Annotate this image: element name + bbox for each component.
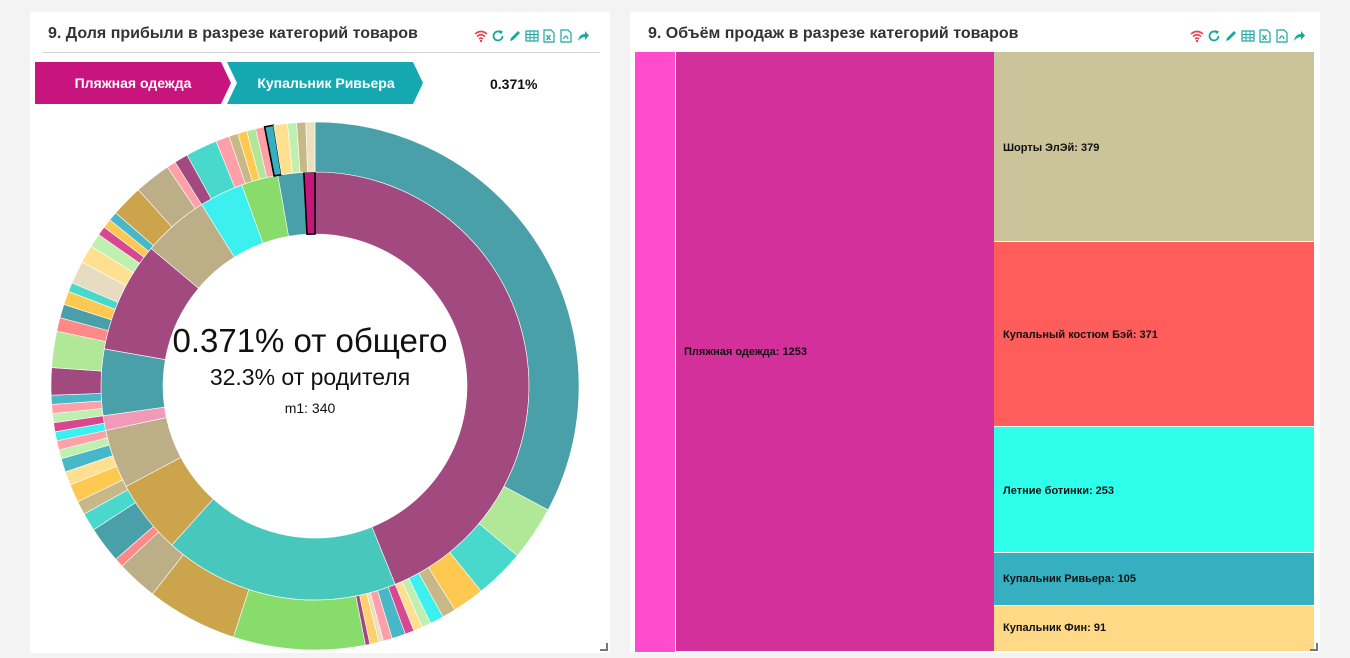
sunburst-outer-segment[interactable] <box>50 367 102 396</box>
treemap-label: Шорты ЭлЭй: 379 <box>1003 142 1100 154</box>
profit-share-panel: 9. Доля прибыли в разрезе категорий това… <box>30 12 610 653</box>
sunburst-chart[interactable] <box>30 12 610 653</box>
treemap-label: Купальник Ривьера: 105 <box>1003 573 1136 585</box>
share-icon[interactable] <box>576 29 590 43</box>
sales-volume-panel: 9. Объём продаж в разрезе категорий това… <box>630 12 1320 653</box>
breadcrumb-label-beachwear[interactable]: Пляжная одежда <box>74 75 192 91</box>
breadcrumb-label-riviera[interactable]: Купальник Ривьера <box>257 75 395 91</box>
wifi-icon[interactable] <box>474 29 488 43</box>
center-percent-parent: 32.3% от родителя <box>209 364 411 390</box>
panel-toolbar <box>1190 29 1306 43</box>
panel-title: 9. Объём продаж в разрезе категорий това… <box>648 25 1019 42</box>
sunburst-inner-segment[interactable] <box>100 348 166 417</box>
treemap-cell-fin[interactable]: Купальник Фин: 91 <box>994 606 1314 651</box>
sunburst-outer-segment[interactable] <box>305 121 316 173</box>
breadcrumb-item-riviera[interactable] <box>227 62 423 104</box>
edit-icon[interactable] <box>1224 29 1238 43</box>
treemap-label: Летние ботинки: 253 <box>1003 485 1115 497</box>
pdf-icon[interactable] <box>1275 29 1289 43</box>
excel-icon[interactable] <box>1258 29 1272 43</box>
treemap-cell-shorts[interactable]: Шорты ЭлЭй: 379 <box>994 52 1314 242</box>
panel-header: 9. Объём продаж в разрезе категорий това… <box>642 12 1310 53</box>
treemap-cell-riviera[interactable]: Купальник Ривьера: 105 <box>994 553 1314 606</box>
panel-toolbar <box>474 29 590 43</box>
refresh-icon[interactable] <box>1207 29 1221 43</box>
treemap-label: Купальный костюм Бэй: 371 <box>1003 329 1158 341</box>
resize-handle[interactable] <box>1310 643 1318 651</box>
treemap-label: Купальник Фин: 91 <box>1003 622 1107 634</box>
center-measure: m1: 340 <box>284 400 336 416</box>
treemap-cell-beachwear[interactable]: Пляжная одежда: 1253 <box>675 52 995 651</box>
resize-handle[interactable] <box>600 643 608 651</box>
refresh-icon[interactable] <box>491 29 505 43</box>
treemap-parent-strip[interactable] <box>635 52 675 652</box>
panel-header: 9. Доля прибыли в разрезе категорий това… <box>42 12 600 53</box>
table-icon[interactable] <box>1241 29 1255 43</box>
breadcrumb-percent: 0.371% <box>490 76 538 92</box>
wifi-icon[interactable] <box>1190 29 1204 43</box>
treemap-chart: Пляжная одежда: 1253 Шорты ЭлЭй: 379 Куп… <box>635 52 1314 652</box>
center-percent-total: 0.371% от общего <box>172 322 448 359</box>
treemap-cell-bay-swimsuit[interactable]: Купальный костюм Бэй: 371 <box>994 242 1314 427</box>
share-icon[interactable] <box>1292 29 1306 43</box>
breadcrumb-item-beachwear[interactable] <box>35 62 231 104</box>
sunburst-center[interactable] <box>164 235 466 537</box>
panel-title: 9. Доля прибыли в разрезе категорий това… <box>48 25 418 42</box>
treemap-cell-summer-boots[interactable]: Летние ботинки: 253 <box>994 427 1314 553</box>
table-icon[interactable] <box>525 29 539 43</box>
edit-icon[interactable] <box>508 29 522 43</box>
treemap-label: Пляжная одежда: 1253 <box>684 346 807 358</box>
excel-icon[interactable] <box>542 29 556 43</box>
sunburst-outer-segment[interactable] <box>314 121 580 511</box>
pdf-icon[interactable] <box>559 29 573 43</box>
